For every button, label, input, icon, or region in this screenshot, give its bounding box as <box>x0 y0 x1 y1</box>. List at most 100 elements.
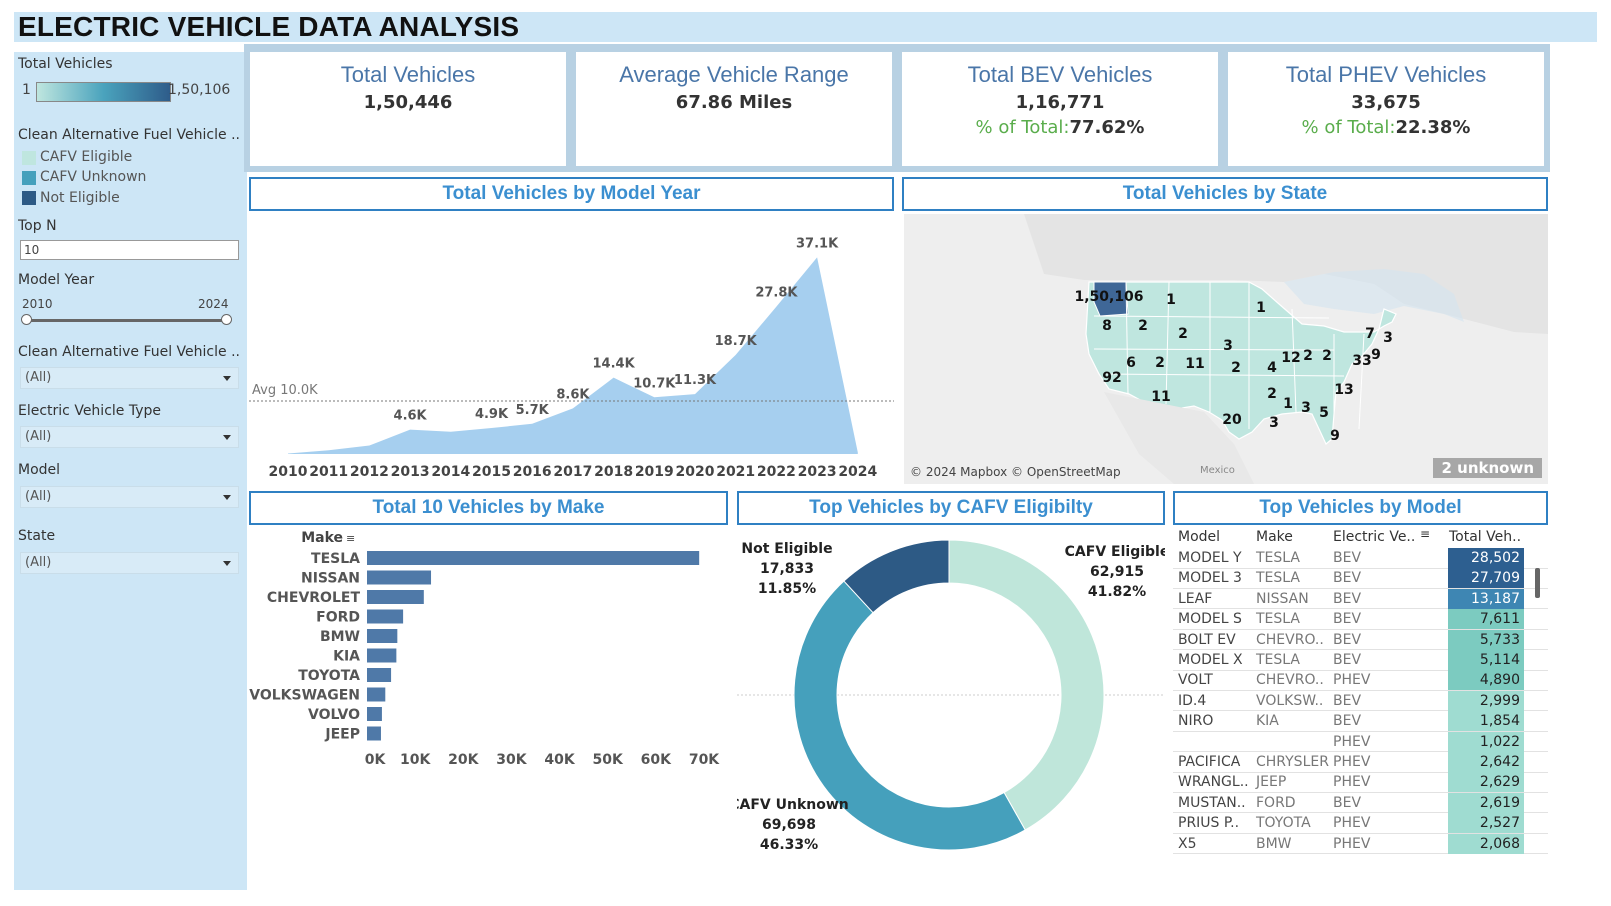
data-label: 14.4K <box>593 357 636 372</box>
not-eligible-legend[interactable]: Not Eligible <box>40 190 120 206</box>
cell-model: MODEL X <box>1178 652 1243 668</box>
cell-make: CHEVRO.. <box>1256 672 1324 689</box>
cell-model: ID.4 <box>1178 692 1207 709</box>
cafv-eligible-legend[interactable]: CAFV Eligible <box>40 149 133 165</box>
chevron-down-icon <box>223 495 231 500</box>
donut-slice[interactable] <box>948 539 1105 831</box>
x-tick-label: 20K <box>448 752 479 768</box>
state-value-label: 4 <box>1267 360 1277 376</box>
kpi-percent-value: 77.62% <box>1069 117 1145 138</box>
cafv-filter-dropdown[interactable]: (All) <box>20 367 239 389</box>
x-tick-label: 2023 <box>798 464 837 480</box>
table-row[interactable]: MODEL X TESLA BEV 5,114 <box>1173 650 1548 671</box>
x-tick-label: 2022 <box>757 464 796 480</box>
col-type-header[interactable]: Electric Ve.. <box>1333 529 1416 545</box>
data-label: 11.3K <box>674 373 717 388</box>
table-row[interactable]: LEAF NISSAN BEV 13,187 <box>1173 588 1548 610</box>
table-row[interactable]: MODEL 3 TESLA BEV 27,709 <box>1173 568 1548 589</box>
kpi-total-bev: Total BEV Vehicles 1,16,771 % of Total:7… <box>902 52 1218 166</box>
table-row[interactable]: MODEL S TESLA BEV 7,611 <box>1173 609 1548 630</box>
table-row[interactable]: X5 BMW PHEV 2,068 <box>1173 833 1548 855</box>
category-label: TOYOTA <box>298 668 360 684</box>
make-bar[interactable] <box>367 707 382 721</box>
ev-type-dropdown[interactable]: (All) <box>20 426 239 448</box>
table-scrollbar[interactable] <box>1535 568 1540 598</box>
cell-type: BEV <box>1333 794 1362 811</box>
table-row[interactable]: ID.4 VOLKSW.. BEV 2,999 <box>1173 690 1548 712</box>
sort-icon[interactable]: ≡ <box>1420 528 1431 541</box>
category-label: NISSAN <box>301 571 360 587</box>
model-year-slider-min-handle[interactable] <box>21 314 32 325</box>
col-make-header[interactable]: Make <box>1256 529 1293 545</box>
chevron-down-icon <box>223 561 231 566</box>
state-value-label: 1,50,106 <box>1074 289 1143 305</box>
state-dropdown[interactable]: (All) <box>20 552 239 574</box>
state-map[interactable]: 1,50,106 1 8 2 2 1 3 6 2 11 2 92 4 12 2 2 7 3 33 9 11 2 13 1 3 5 2… <box>904 214 1548 484</box>
slice-value-label: 62,915 <box>1090 564 1144 580</box>
table-row[interactable]: MUSTAN.. FORD BEV 2,619 <box>1173 792 1548 814</box>
state-value-label: 2 <box>1178 326 1188 342</box>
cell-model: PRIUS P.. <box>1178 815 1240 832</box>
table-row[interactable]: VOLT CHEVRO.. PHEV 4,890 <box>1173 670 1548 691</box>
cell-type: PHEV <box>1333 774 1371 791</box>
kpi-title: Average Vehicle Range <box>619 62 849 87</box>
x-tick-label: 30K <box>496 752 527 768</box>
make-bar[interactable] <box>367 590 424 604</box>
table-row[interactable]: PACIFICA CHRYSLER PHEV 2,642 <box>1173 752 1548 773</box>
col-total-header[interactable]: Total Veh.. <box>1449 529 1522 545</box>
table-row[interactable]: MODEL Y TESLA BEV 28,502 <box>1173 548 1548 569</box>
make-bar[interactable] <box>367 609 404 624</box>
sort-icon[interactable]: ≡ <box>346 532 355 545</box>
category-label: FORD <box>316 610 360 626</box>
data-label: 10.7K <box>633 376 676 391</box>
cell-model: X5 <box>1178 835 1197 852</box>
cell-total: 27,709 <box>1448 568 1524 589</box>
washington-state[interactable] <box>1093 281 1129 317</box>
map-unknown-badge[interactable]: 2 unknown <box>1433 458 1542 478</box>
make-bar[interactable] <box>367 570 432 585</box>
cell-model: BOLT EV <box>1178 631 1236 648</box>
make-bar[interactable] <box>367 668 392 682</box>
category-label: BMW <box>320 629 360 645</box>
state-value-label: 9 <box>1330 428 1340 444</box>
make-bar[interactable] <box>367 726 381 741</box>
x-tick-label: 2021 <box>716 464 755 480</box>
table-row[interactable]: PHEV 1,022 <box>1173 731 1548 753</box>
top-n-input[interactable]: 10 <box>20 240 239 260</box>
make-bar[interactable] <box>367 687 386 702</box>
cell-make: TESLA <box>1256 570 1300 587</box>
table-row[interactable]: PRIUS P.. TOYOTA PHEV 2,527 <box>1173 813 1548 834</box>
state-value-label: 33 <box>1352 353 1371 369</box>
category-label: JEEP <box>324 727 360 743</box>
map-credit: © 2024 Mapbox © OpenStreetMap <box>910 465 1121 479</box>
state-value-label: 1 <box>1283 396 1293 412</box>
model-year-slider-max-handle[interactable] <box>221 314 232 325</box>
avg-reference-label: Avg 10.0K <box>252 383 318 398</box>
col-model-header[interactable]: Model <box>1178 529 1221 545</box>
slice-value-label: 69,698 <box>762 817 816 833</box>
chevron-down-icon <box>223 435 231 440</box>
make-bar[interactable] <box>367 629 398 643</box>
y-axis-title: Make <box>301 530 343 546</box>
table-row[interactable]: WRANGL.. JEEP PHEV 2,629 <box>1173 772 1548 793</box>
kpi-percent: % of Total:22.38% <box>1228 117 1544 138</box>
state-value-label: 1 <box>1256 300 1266 316</box>
cell-type: BEV <box>1333 692 1362 709</box>
donut-slice[interactable] <box>843 539 950 614</box>
model-year-slider-track[interactable] <box>26 319 231 322</box>
make-bar[interactable] <box>367 551 700 565</box>
area-series[interactable] <box>288 257 858 454</box>
cell-make: TESLA <box>1256 550 1300 566</box>
color-legend-gradient <box>36 82 171 102</box>
table-row[interactable]: BOLT EV CHEVRO.. BEV 5,733 <box>1173 629 1548 651</box>
table-row[interactable]: NIRO KIA BEV 1,854 <box>1173 711 1548 732</box>
ev-type-label: Electric Vehicle Type <box>18 403 162 419</box>
category-label: KIA <box>333 649 360 665</box>
make-bar[interactable] <box>367 648 397 663</box>
category-label: VOLKSWAGEN <box>249 688 360 704</box>
cell-total: 2,068 <box>1448 833 1524 854</box>
donut-slice[interactable] <box>793 580 1026 851</box>
dashboard-title-bar: ELECTRIC VEHICLE DATA ANALYSIS <box>14 12 1597 42</box>
cafv-unknown-legend[interactable]: CAFV Unknown <box>40 169 147 185</box>
model-dropdown[interactable]: (All) <box>20 486 239 508</box>
